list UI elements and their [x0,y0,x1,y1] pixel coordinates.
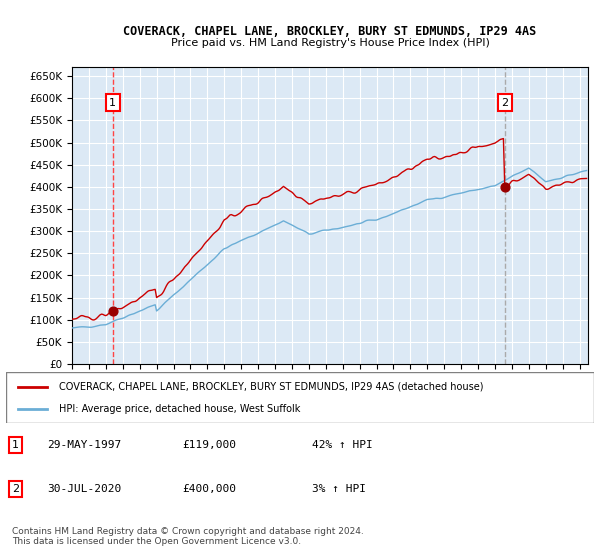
Text: 1: 1 [109,98,116,108]
Text: Contains HM Land Registry data © Crown copyright and database right 2024.
This d: Contains HM Land Registry data © Crown c… [12,526,364,546]
Text: HPI: Average price, detached house, West Suffolk: HPI: Average price, detached house, West… [59,404,300,414]
Text: 1: 1 [12,440,19,450]
Text: £119,000: £119,000 [182,440,236,450]
Text: 29-MAY-1997: 29-MAY-1997 [47,440,121,450]
Text: Price paid vs. HM Land Registry's House Price Index (HPI): Price paid vs. HM Land Registry's House … [170,38,490,48]
Text: 30-JUL-2020: 30-JUL-2020 [47,484,121,494]
Text: COVERACK, CHAPEL LANE, BROCKLEY, BURY ST EDMUNDS, IP29 4AS (detached house): COVERACK, CHAPEL LANE, BROCKLEY, BURY ST… [59,381,484,391]
Text: 3% ↑ HPI: 3% ↑ HPI [312,484,366,494]
Text: 42% ↑ HPI: 42% ↑ HPI [312,440,373,450]
Text: £400,000: £400,000 [182,484,236,494]
Text: COVERACK, CHAPEL LANE, BROCKLEY, BURY ST EDMUNDS, IP29 4AS: COVERACK, CHAPEL LANE, BROCKLEY, BURY ST… [124,25,536,38]
Text: 2: 2 [12,484,19,494]
Text: 2: 2 [501,98,508,108]
Point [500,183,509,192]
Point [108,307,118,316]
FancyBboxPatch shape [6,372,594,423]
